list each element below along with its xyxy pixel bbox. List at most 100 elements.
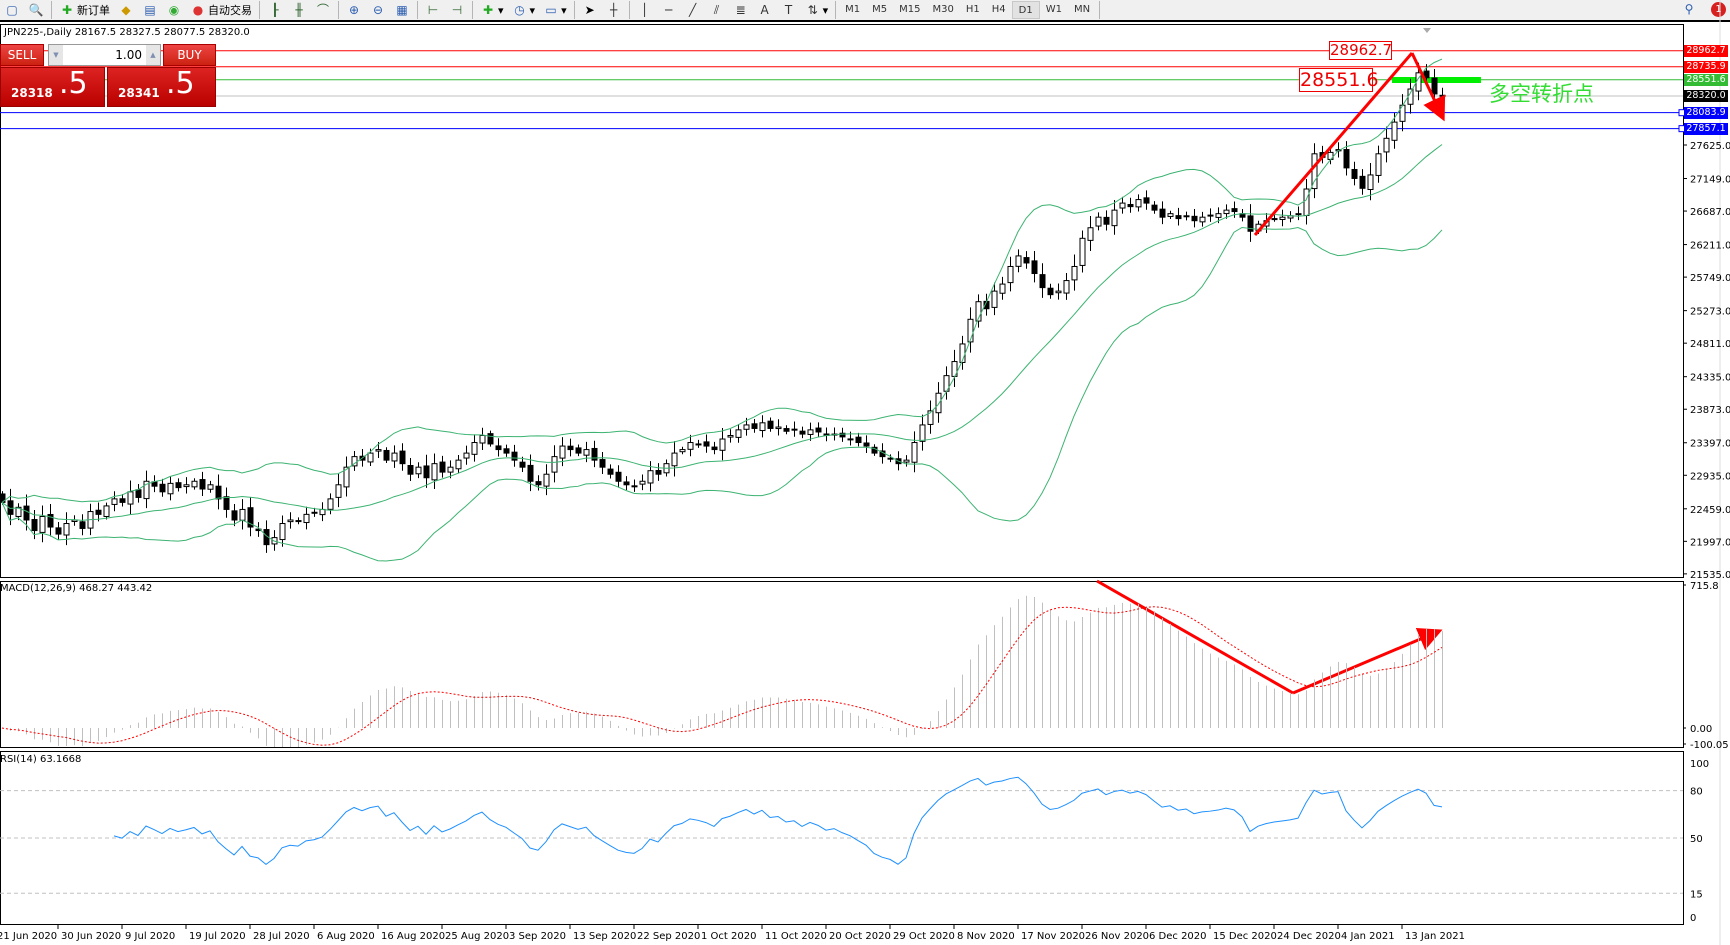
lot-decrease-button[interactable]: ▼ (49, 45, 63, 65)
toolbar-divider (417, 1, 418, 19)
bear-candle (1023, 257, 1030, 264)
level-price-label: 28551.6 (1684, 73, 1728, 86)
text-icon: A (760, 3, 769, 17)
bull-candle (1271, 218, 1278, 221)
high-annotation-box[interactable]: 28962.7 (1329, 41, 1393, 60)
lot-size-input[interactable]: ▼ 1.00 ▲ (48, 44, 161, 66)
channel-icon: ⫽ (713, 3, 720, 17)
sell-price-tile[interactable]: 28318 .5 (0, 66, 105, 107)
bear-candle (591, 447, 598, 461)
timeframe-d1[interactable]: D1 (1011, 1, 1040, 19)
timeframe-h4[interactable]: H4 (991, 4, 1006, 15)
bear-candle (1431, 77, 1438, 95)
candle-chart-button[interactable]: ╫ (287, 0, 311, 20)
bull-candle (1383, 137, 1390, 153)
bull-candle (727, 434, 734, 438)
timeframe-h1[interactable]: H1 (965, 4, 980, 15)
date-label: 15 Dec 2020 (1213, 931, 1277, 942)
bear-candle (607, 468, 614, 475)
bull-candle (999, 283, 1006, 294)
line-chart-button[interactable]: ⌒ (311, 0, 335, 20)
bear-candle (751, 423, 758, 429)
new-order-button[interactable]: ✚ 新订单 (55, 0, 114, 20)
signals-button[interactable]: ◉ (162, 0, 186, 20)
label-button[interactable]: T (777, 0, 801, 20)
bull-candle (743, 424, 750, 430)
terminal-icon: ▤ (144, 3, 156, 17)
pivot-text-annotation[interactable]: 多空转折点 (1489, 82, 1594, 106)
indicators-button[interactable]: ✚ ▾ (476, 0, 508, 20)
zoom-out-icon: ⊖ (372, 3, 384, 17)
bear-candle (711, 446, 718, 451)
bull-candle (143, 480, 150, 500)
lot-increase-button[interactable]: ▲ (146, 45, 160, 65)
date-label: 22 Sep 2020 (637, 931, 701, 942)
buy-price-tile[interactable]: 28341 .5 (107, 66, 216, 107)
new-order-icon: ✚ (61, 3, 73, 17)
date-label: 17 Nov 2020 (1021, 931, 1086, 942)
navigator-button[interactable]: 🔍 (24, 0, 48, 20)
terminal-button[interactable]: ▤ (138, 0, 162, 20)
bear-candle (495, 445, 502, 451)
macd-histogram (10, 595, 1443, 747)
trendline-icon: ╱ (688, 3, 697, 17)
bull-candle (1303, 188, 1310, 216)
text-button[interactable]: A (753, 0, 777, 20)
crosshair-button[interactable]: ┼ (602, 0, 626, 20)
downtrend-arrow (1410, 52, 1446, 122)
pivot-annotation-box[interactable]: 28551.6 (1299, 68, 1379, 92)
autoscroll-button[interactable]: ⊢ (421, 0, 445, 20)
timeframe-m5[interactable]: M5 (872, 4, 888, 15)
zoom-out-button[interactable]: ⊖ (366, 0, 390, 20)
timeframe-m15[interactable]: M15 (899, 4, 921, 15)
bear-candle (527, 464, 534, 482)
price-tick-label: 26211.0 (1690, 241, 1730, 252)
search-icon[interactable]: ⚲ (1684, 2, 1694, 16)
date-label: 26 Nov 2020 (1085, 931, 1150, 942)
arrows-button[interactable]: ⇅ ▾ (801, 0, 833, 20)
tile-windows-button[interactable]: ▦ (390, 0, 414, 20)
vertical-line-button[interactable]: │ (633, 0, 657, 20)
timeframe-w1[interactable]: W1 (1045, 4, 1062, 15)
toolbar-divider (573, 1, 575, 19)
bear-candle (1191, 215, 1198, 222)
timeframe-m1[interactable]: M1 (845, 4, 861, 15)
bar-chart-button[interactable]: ┠ (263, 0, 287, 20)
bear-candle (631, 485, 638, 488)
bear-candle (135, 489, 142, 498)
fibonacci-button[interactable]: ≣ (729, 0, 753, 20)
bull-candle (583, 449, 590, 456)
window-icon: ▢ (6, 3, 18, 17)
bear-candle (247, 507, 254, 528)
notification-badge[interactable]: 1 (1711, 1, 1726, 17)
chart-window-button[interactable]: ▢ (0, 0, 24, 20)
timeframe-m30[interactable]: M30 (932, 4, 954, 15)
price-tick-label: 27149.0 (1690, 175, 1730, 186)
level-price-label: 28962.7 (1684, 44, 1728, 57)
timeframe-mn[interactable]: MN (1073, 4, 1091, 15)
sell-button[interactable]: SELL (0, 44, 44, 66)
auto-trading-button[interactable]: ● 自动交易 (186, 0, 256, 20)
zoom-in-icon: ⊕ (348, 3, 360, 17)
chart-shift-button[interactable]: ⊣ (445, 0, 469, 20)
channel-button[interactable]: ⫽ (705, 0, 729, 20)
buy-button[interactable]: BUY (163, 44, 216, 66)
bear-candle (1031, 260, 1038, 275)
bull-candle (479, 434, 486, 444)
cursor-button[interactable]: ➤ (578, 0, 602, 20)
trendline-button[interactable]: ╱ (681, 0, 705, 20)
vertical-line-icon: │ (640, 3, 649, 17)
toolbar-divider (338, 1, 339, 19)
bear-candle (1343, 149, 1350, 169)
metaeditor-button[interactable]: ◆ (114, 0, 138, 20)
bear-candle (575, 447, 582, 454)
auto-trading-icon: ● (192, 3, 204, 17)
horizontal-line-button[interactable]: ─ (657, 0, 681, 20)
bear-candle (95, 509, 102, 515)
zoom-in-button[interactable]: ⊕ (342, 0, 366, 20)
price-tick-label: 22935.0 (1690, 471, 1730, 482)
periods-button[interactable]: ◷ ▾ (508, 0, 540, 20)
templates-button[interactable]: ▭ ▾ (539, 0, 571, 20)
lot-value[interactable]: 1.00 (115, 48, 142, 62)
